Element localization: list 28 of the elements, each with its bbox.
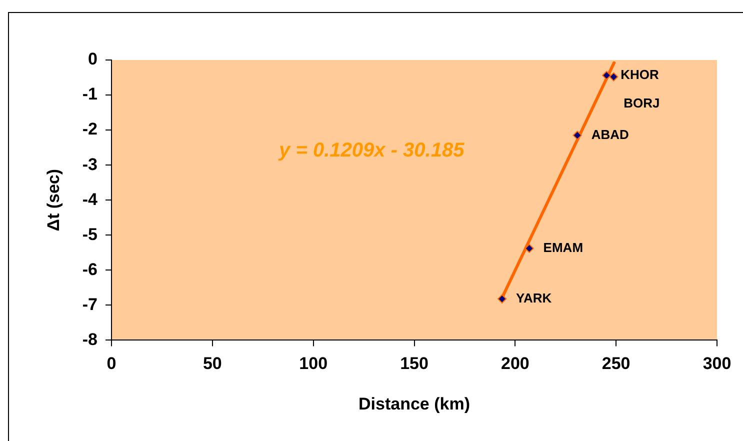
y-tick-label: -8 [82,330,98,349]
y-tick-label: -5 [82,224,98,244]
point [572,130,582,140]
y-tick-label: -6 [82,260,98,279]
x-axis-title: Distance (km) [358,394,470,414]
y-tick-label: -3 [82,154,98,174]
x-tick-label: 50 [202,354,222,374]
y-axis-title: Δt (sec) [44,168,63,232]
point [602,70,612,80]
y-tick-label: -1 [82,84,98,104]
y-tick-label: -7 [82,294,98,314]
annotation: YARK [516,290,552,306]
x-tick-label: 250 [602,354,630,374]
x-tick-label: 200 [500,354,530,374]
point [498,294,507,304]
y-tick-label: -4 [82,190,98,209]
annotation: EMAM [543,240,584,256]
x-tick-label: 300 [702,354,732,374]
y-tick-label: 0 [88,50,98,69]
x-tick-label: 150 [400,354,428,374]
annotation: BORJ [624,95,660,110]
annotation: ABAD [591,126,629,142]
y-tick-label: -2 [82,120,98,139]
x-tick-label: 0 [106,354,116,374]
x-tick-label: 100 [299,354,328,374]
annotation: y = 0.1209x - 30.185 [278,140,466,162]
annotation: KHOR [620,66,660,82]
point [609,72,618,82]
